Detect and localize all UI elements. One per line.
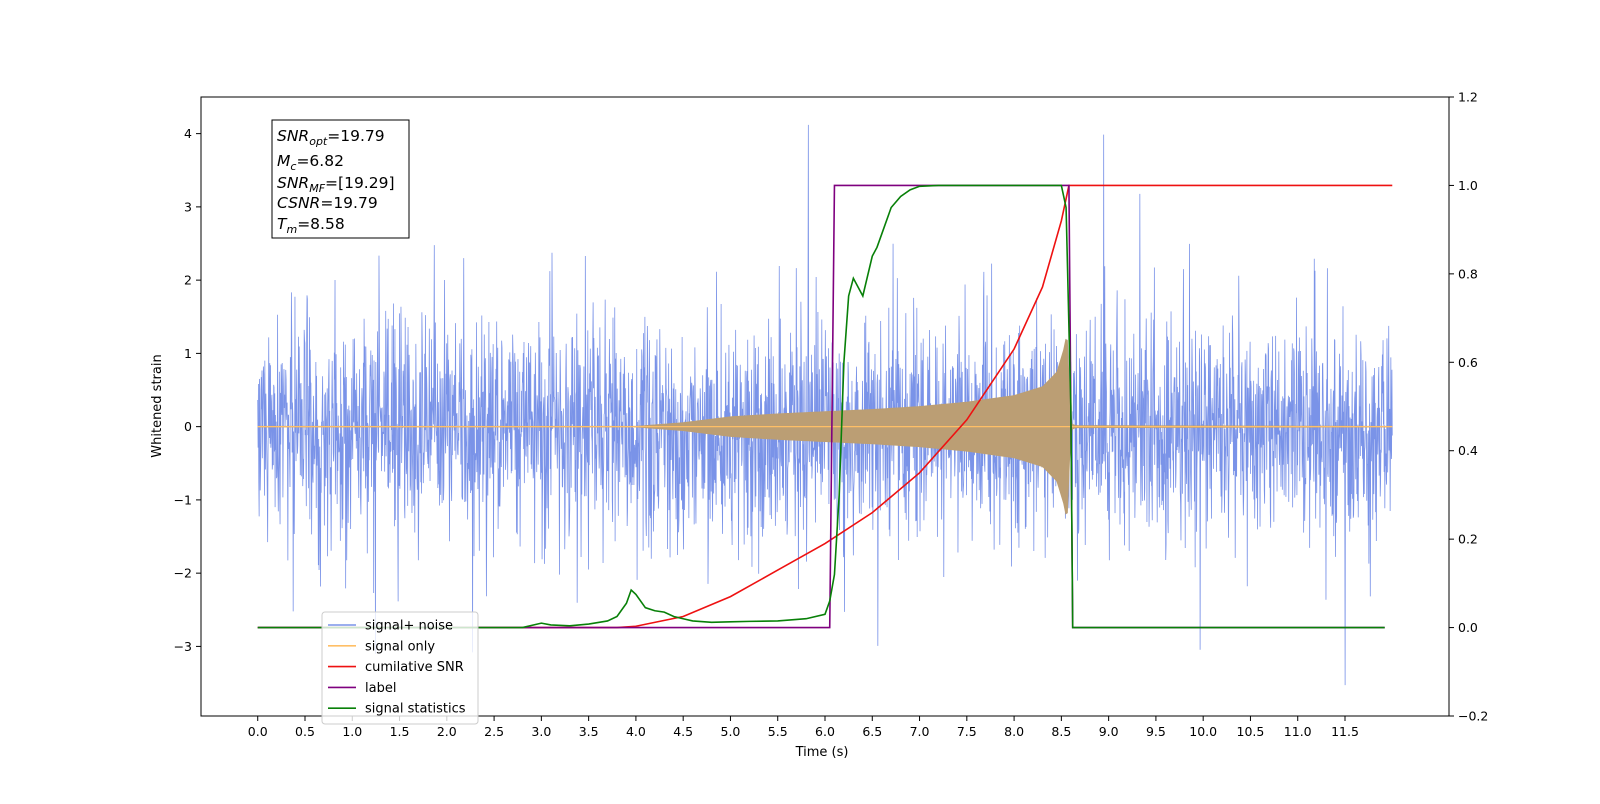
- y-axis-right: 1.2 1.0 0.8 0.6 0.4 0.2 0.0 −0.2: [1449, 90, 1488, 724]
- y-axis-left: 4 3 2 1 0 −1 −2 −3: [174, 126, 201, 654]
- x-tick-label: 7.0: [910, 724, 930, 739]
- legend-label: label: [365, 681, 396, 696]
- x-tick-label: 11.0: [1284, 724, 1312, 739]
- x-tick-label: 5.5: [768, 724, 788, 739]
- y-left-tick-label: −1: [174, 492, 192, 507]
- plot-area: [257, 124, 1393, 686]
- x-tick-label: 10.0: [1189, 724, 1217, 739]
- info-snr-opt: SNRopt=19.79: [277, 127, 385, 148]
- y-left-tick-label: −2: [174, 566, 192, 581]
- y-left-tick-label: 4: [184, 126, 192, 141]
- x-tick-label: 9.5: [1146, 724, 1166, 739]
- x-tick-label: 11.5: [1331, 724, 1359, 739]
- y-axis-left-label: Whitened strain: [150, 354, 165, 457]
- x-tick-label: 6.5: [862, 724, 882, 739]
- x-tick-label: 8.0: [1004, 724, 1024, 739]
- legend-label: signal only: [365, 639, 435, 654]
- info-box: SNRopt=19.79 Mc=6.82 SNRMF=[19.29] CSNR=…: [271, 119, 410, 239]
- x-tick-label: 5.0: [721, 724, 741, 739]
- y-right-tick-label: 0.6: [1458, 355, 1478, 370]
- y-right-tick-label: 0.0: [1458, 620, 1478, 635]
- x-tick-label: 3.5: [579, 724, 599, 739]
- legend-frame: [321, 611, 479, 725]
- series-signal-statistics: [257, 184, 1385, 629]
- info-csnr: CSNR=19.79: [277, 194, 378, 212]
- y-right-tick-label: 1.0: [1458, 178, 1478, 193]
- x-tick-label: 4.0: [626, 724, 646, 739]
- x-tick-label: 1.5: [390, 724, 410, 739]
- x-tick-label: 10.5: [1237, 724, 1265, 739]
- x-axis-label: Time (s): [795, 745, 849, 760]
- x-tick-label: 3.0: [531, 724, 551, 739]
- series-cumulative-snr: [257, 184, 1393, 629]
- x-tick-label: 9.0: [1099, 724, 1119, 739]
- info-snr-mf: SNRMF=[19.29]: [277, 174, 395, 195]
- info-tm: Tm=8.58: [277, 215, 345, 236]
- legend: signal+ noise signal only cumilative SNR la…: [321, 611, 479, 725]
- y-left-tick-label: 3: [184, 199, 192, 214]
- y-left-tick-label: 2: [184, 273, 192, 288]
- legend-label: cumilative SNR: [365, 660, 464, 675]
- x-tick-label: 1.0: [342, 724, 362, 739]
- x-tick-label: 2.0: [437, 724, 457, 739]
- legend-label: signal statistics: [365, 702, 466, 717]
- info-mc: Mc=6.82: [277, 152, 344, 173]
- x-tick-label: 2.5: [484, 724, 504, 739]
- x-tick-label: 0.5: [295, 724, 315, 739]
- x-tick-label: 6.0: [815, 724, 835, 739]
- y-right-tick-label: 1.2: [1458, 90, 1478, 105]
- x-tick-label: 0.0: [248, 724, 268, 739]
- y-right-tick-label: 0.4: [1458, 443, 1478, 458]
- y-right-tick-label: 0.8: [1458, 266, 1478, 281]
- y-right-tick-label: 0.2: [1458, 532, 1478, 547]
- x-tick-label: 8.5: [1051, 724, 1071, 739]
- x-axis: 0.0 0.5 1.0 1.5 2.0 2.5 3.0 3.5 4.0 4.5 5.0 5.5 6.0 6…: [248, 716, 1359, 739]
- series-signal-noise: [257, 124, 1393, 686]
- x-tick-label: 4.5: [673, 724, 693, 739]
- legend-label: signal+ noise: [365, 619, 453, 634]
- y-left-tick-label: 1: [184, 346, 192, 361]
- y-left-tick-label: 0: [184, 419, 192, 434]
- info-box-frame: [271, 119, 410, 239]
- y-left-tick-label: −3: [174, 639, 192, 654]
- y-right-tick-label: −0.2: [1458, 709, 1488, 724]
- x-tick-label: 7.5: [957, 724, 977, 739]
